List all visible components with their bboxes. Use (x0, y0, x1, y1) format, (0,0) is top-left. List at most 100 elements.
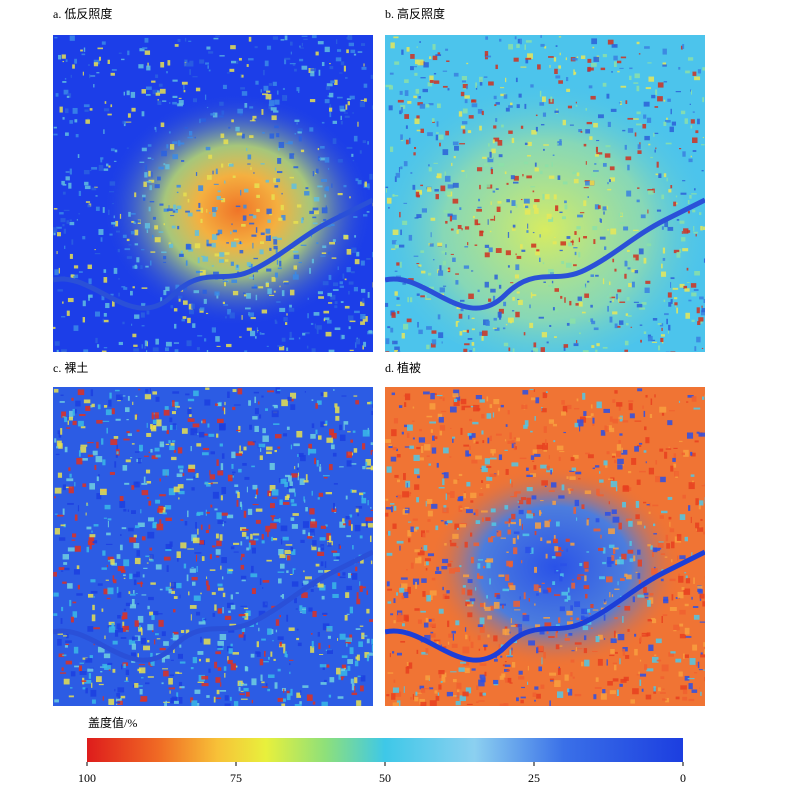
texture (217, 470, 224, 476)
texture (695, 130, 699, 134)
texture (165, 586, 171, 591)
texture (131, 510, 136, 514)
texture (592, 226, 598, 231)
texture (612, 547, 619, 550)
texture (529, 473, 537, 477)
texture (250, 330, 256, 337)
texture (431, 118, 435, 123)
texture (531, 130, 537, 135)
texture (162, 100, 167, 102)
texture (661, 664, 669, 672)
texture (515, 491, 521, 494)
texture (78, 213, 81, 215)
texture (493, 658, 498, 662)
texture (607, 556, 614, 564)
texture (619, 578, 625, 581)
texture (115, 701, 121, 704)
texture (439, 265, 442, 271)
texture (149, 260, 152, 266)
texture (194, 689, 201, 694)
texture (292, 274, 299, 280)
texture (602, 689, 606, 695)
texture (69, 253, 73, 259)
texture (513, 437, 516, 440)
texture (103, 588, 109, 595)
texture (585, 161, 587, 165)
texture (310, 68, 317, 72)
texture (607, 681, 613, 686)
texture (248, 542, 251, 550)
texture (504, 171, 507, 175)
texture (355, 178, 359, 182)
texture (574, 231, 577, 235)
texture (637, 150, 642, 154)
texture (362, 635, 368, 637)
texture (142, 574, 145, 578)
texture (489, 435, 492, 442)
texture (259, 578, 262, 585)
texture (456, 688, 460, 693)
texture (442, 70, 448, 72)
texture (128, 244, 132, 246)
texture (428, 103, 434, 106)
texture (407, 521, 412, 523)
texture (168, 687, 175, 690)
texture (82, 71, 84, 76)
texture (535, 114, 538, 117)
texture (612, 258, 615, 263)
texture (465, 509, 473, 514)
texture (310, 589, 314, 592)
texture (395, 275, 401, 278)
texture (244, 188, 249, 193)
texture (54, 341, 60, 346)
texture (469, 350, 473, 352)
texture (70, 616, 74, 623)
texture (583, 561, 589, 569)
texture (418, 329, 423, 335)
texture (96, 344, 100, 348)
texture (226, 343, 232, 348)
texture (89, 483, 96, 490)
texture (197, 257, 200, 264)
texture (177, 225, 180, 230)
texture (217, 418, 224, 424)
texture (289, 663, 291, 666)
texture (511, 310, 515, 312)
texture (91, 614, 96, 622)
texture (558, 80, 563, 84)
texture (392, 702, 399, 706)
texture (200, 524, 203, 530)
texture (524, 420, 529, 427)
texture (462, 646, 470, 654)
texture (69, 35, 75, 41)
texture (139, 449, 143, 452)
texture (241, 91, 248, 96)
texture (346, 49, 349, 54)
texture (330, 223, 335, 227)
texture (320, 421, 325, 428)
texture (300, 454, 306, 462)
texture (675, 696, 680, 700)
texture (698, 317, 704, 322)
texture (670, 651, 676, 654)
texture (181, 81, 188, 85)
texture (619, 320, 624, 325)
texture (117, 687, 125, 693)
texture (347, 35, 353, 41)
texture (146, 180, 152, 183)
texture (482, 692, 486, 696)
texture (116, 586, 119, 594)
texture (150, 582, 156, 585)
texture (177, 484, 184, 489)
texture (179, 661, 186, 664)
texture (170, 305, 174, 309)
texture (585, 180, 591, 186)
texture (415, 581, 417, 589)
texture (700, 652, 703, 655)
texture (266, 268, 272, 272)
texture (90, 169, 92, 172)
texture (497, 311, 502, 318)
texture (118, 278, 120, 280)
texture (325, 524, 328, 527)
texture (199, 307, 205, 311)
